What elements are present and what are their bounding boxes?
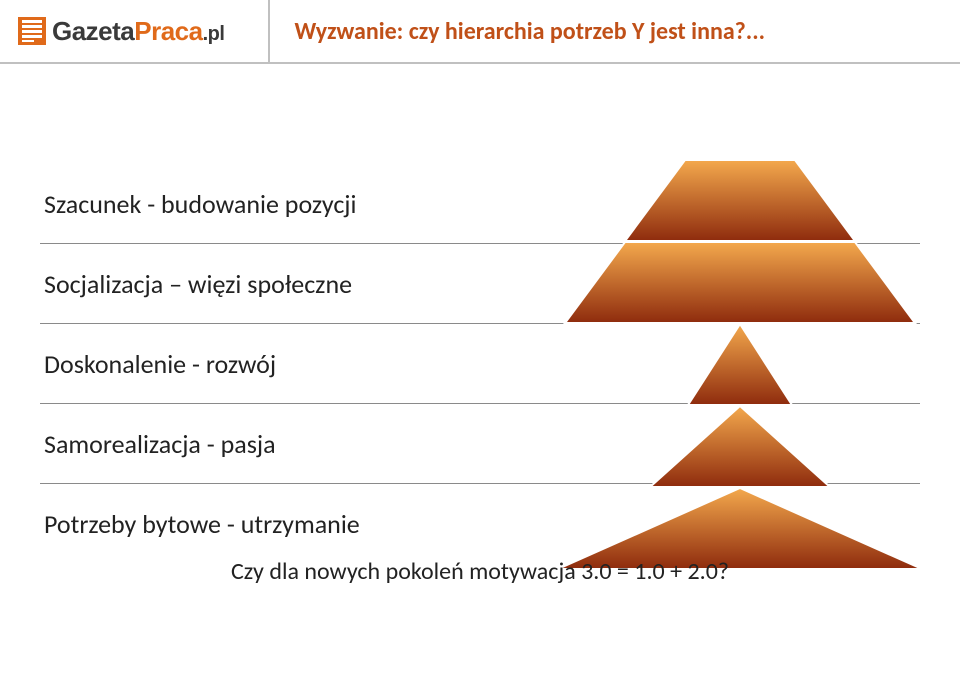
pyramid-trapezoid-1	[563, 241, 917, 325]
row-label: Socjalizacja – więzi społeczne	[40, 268, 352, 300]
pyramid-triangle-3	[648, 405, 832, 489]
logo-text-accent: Praca	[134, 16, 202, 46]
logo-text: GazetaPraca.pl	[52, 16, 224, 47]
row-label: Samorealizacja - pasja	[40, 428, 276, 460]
header-bar: GazetaPraca.pl Wyzwanie: czy hierarchia …	[0, 0, 960, 64]
pyramid-triangle-2	[686, 323, 794, 407]
row-label: Potrzeby bytowe - utrzymanie	[40, 508, 360, 540]
row-label: Doskonalenie - rozwój	[40, 348, 276, 380]
pyramid-trapezoid-0	[623, 159, 857, 243]
logo-icon	[18, 17, 46, 45]
slide-title: Wyzwanie: czy hierarchia potrzeb Y jest …	[294, 17, 765, 46]
logo-text-main: Gazeta	[52, 16, 134, 46]
footer-text: Czy dla nowych pokoleń motywacja 3.0 = 1…	[0, 557, 960, 586]
header-divider	[268, 0, 270, 62]
logo-tld: .pl	[203, 23, 225, 45]
row-label: Szacunek - budowanie pozycji	[40, 188, 357, 220]
logo: GazetaPraca.pl	[0, 0, 244, 62]
slide-body: Szacunek - budowanie pozycji Socjalizacj…	[0, 64, 960, 604]
pyramid-shapes	[555, 159, 925, 579]
